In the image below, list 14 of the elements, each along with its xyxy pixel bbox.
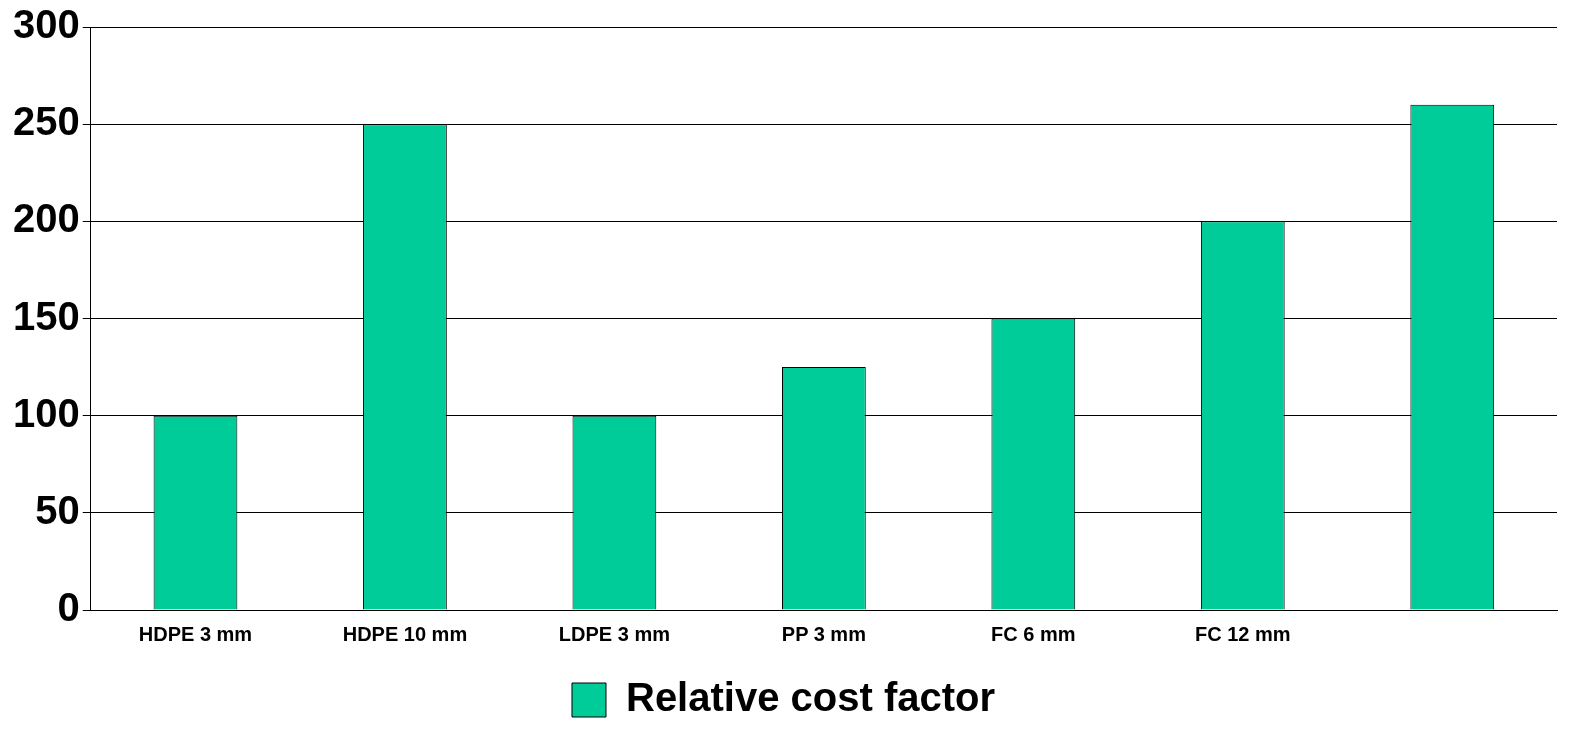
x-tick-label: LDPE 3 mm (558, 622, 670, 645)
y-tick-label: 250 (12, 99, 80, 144)
legend-label: Relative cost factor (625, 675, 996, 720)
y-tick-label: 50 (35, 487, 80, 532)
x-tick-label: HDPE 3 mm (138, 622, 253, 645)
y-tick-label: 0 (57, 585, 80, 630)
y-tick-label: 100 (12, 390, 80, 435)
x-tick-label: HDPE 10 mm (342, 622, 468, 645)
x-tick-label: FC 12 mm (1195, 622, 1291, 645)
x-tick-label: PP 3 mm (781, 622, 866, 645)
x-tick-label: FC 6 mm (991, 622, 1076, 645)
y-tick-label: 300 (12, 2, 80, 47)
y-tick-label: 200 (12, 196, 80, 241)
y-tick-label: 150 (12, 293, 80, 338)
